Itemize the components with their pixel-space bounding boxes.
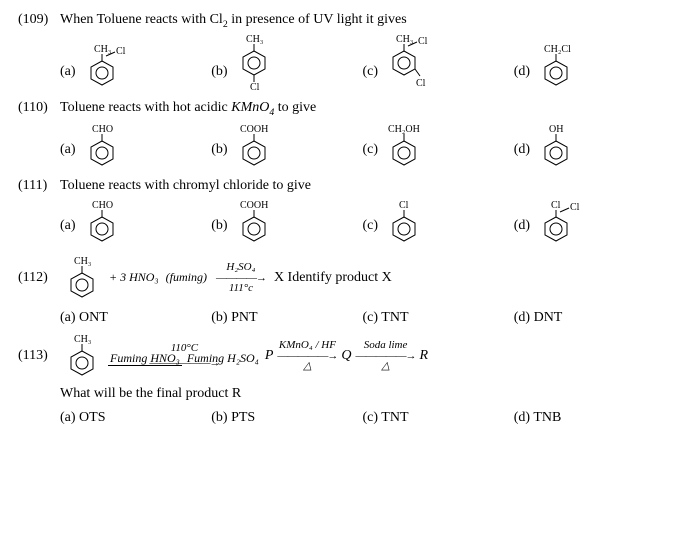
struct-109b: CH₃ Cl xyxy=(232,34,282,92)
product-Q: Q xyxy=(341,348,351,364)
svg-text:Cl: Cl xyxy=(116,46,126,57)
qnum-109: (109) xyxy=(18,12,60,28)
qtext-111: Toluene reacts with chromyl chloride to … xyxy=(60,178,665,194)
svg-text:Cl: Cl xyxy=(418,36,428,47)
reagent-112: + 3 HNO₃ (fuming) xyxy=(107,271,209,284)
struct-110d: OH xyxy=(534,122,584,170)
opt-109c: (c) CH₃ Cl Cl xyxy=(363,34,514,92)
qtext-110: Toluene reacts with hot acidic KMnO4 to … xyxy=(60,100,665,118)
opt-110b: (b) COOH xyxy=(211,122,362,170)
arrow-113-2: KMnO₄ / HF —————→ △ xyxy=(277,339,337,371)
tail-112: X Identify product X xyxy=(274,270,392,286)
opt-113c: (c) TNT xyxy=(363,410,514,426)
svg-text:CH₃: CH₃ xyxy=(396,34,413,45)
opt-111b: (b) COOH xyxy=(211,198,362,246)
opt-109a: (a) CH₃ Cl xyxy=(60,34,211,92)
product-R: R xyxy=(420,348,429,364)
subq-113: What will be the final product R xyxy=(60,386,665,402)
struct-109c: CH₃ Cl Cl xyxy=(382,34,440,92)
struct-110a: CHO xyxy=(80,122,130,170)
opt-112b: (b) PNT xyxy=(211,310,362,326)
question-113: (113) CH₃ 110°C Fuming HNO₃ Fuming H₂SO₄… xyxy=(18,332,665,426)
arrow-113-3: Soda lime —————→ △ xyxy=(356,339,416,371)
struct-110c: CH₂OH xyxy=(382,122,432,170)
struct-112: CH₃ xyxy=(60,254,104,302)
svg-text:Cl: Cl xyxy=(399,200,409,211)
qtext-113: CH₃ 110°C Fuming HNO₃ Fuming H₂SO₄ —————… xyxy=(60,332,665,380)
struct-111a: CHO xyxy=(80,198,130,246)
svg-text:CH₃: CH₃ xyxy=(74,256,91,267)
opt-111c: (c) Cl xyxy=(363,198,514,246)
qnum-111: (111) xyxy=(18,178,60,194)
svg-text:CHO: CHO xyxy=(92,200,113,211)
opt-113d: (d) TNB xyxy=(514,410,665,426)
options-112: (a) ONT (b) PNT (c) TNT (d) DNT xyxy=(60,310,665,326)
opt-113a: (a) OTS xyxy=(60,410,211,426)
options-109: (a) CH₃ Cl (b) CH₃ Cl (c) xyxy=(60,34,665,92)
options-113: (a) OTS (b) PTS (c) TNT (d) TNB xyxy=(60,410,665,426)
qtext-112: CH₃ + 3 HNO₃ (fuming) H₂SO₄ ————→ 111°c … xyxy=(60,254,665,302)
opt-110a: (a) CHO xyxy=(60,122,211,170)
opt-109b: (b) CH₃ Cl xyxy=(211,34,362,92)
svg-text:CH₃: CH₃ xyxy=(94,44,111,55)
svg-text:Cl: Cl xyxy=(570,202,580,213)
svg-text:Cl: Cl xyxy=(416,78,426,89)
svg-text:OH: OH xyxy=(549,124,563,135)
question-111: (111) Toluene reacts with chromyl chlori… xyxy=(18,178,665,246)
svg-text:CH₂OH: CH₂OH xyxy=(388,124,420,135)
struct-111b: COOH xyxy=(232,198,282,246)
qnum-112: (112) xyxy=(18,270,60,286)
opt-112a: (a) ONT xyxy=(60,310,211,326)
opt-113b: (b) PTS xyxy=(211,410,362,426)
svg-text:COOH: COOH xyxy=(240,200,268,211)
svg-text:CH₃: CH₃ xyxy=(246,34,263,45)
arrow-112: H₂SO₄ ————→ 111°c xyxy=(216,261,266,293)
opt-110c: (c) CH₂OH xyxy=(363,122,514,170)
svg-text:CH₃: CH₃ xyxy=(74,334,91,345)
svg-text:Cl: Cl xyxy=(250,82,260,92)
options-111: (a) CHO (b) COOH (c) Cl xyxy=(60,198,665,246)
question-112: (112) CH₃ + 3 HNO₃ (fuming) H₂SO₄ ————→ … xyxy=(18,254,665,326)
struct-113: CH₃ xyxy=(60,332,104,380)
opt-112d: (d) DNT xyxy=(514,310,665,326)
opt-111d: (d) Cl Cl xyxy=(514,198,665,246)
product-P: P xyxy=(265,348,274,364)
struct-111c: Cl xyxy=(382,198,432,246)
opt-110d: (d) OH xyxy=(514,122,665,170)
qtext-109: When Toluene reacts with Cl2 in presence… xyxy=(60,12,665,30)
struct-110b: COOH xyxy=(232,122,282,170)
svg-text:CH₂Cl: CH₂Cl xyxy=(544,44,571,55)
question-109: (109) When Toluene reacts with Cl2 in pr… xyxy=(18,12,665,92)
svg-text:CHO: CHO xyxy=(92,124,113,135)
opt-112c: (c) TNT xyxy=(363,310,514,326)
struct-111d: Cl Cl xyxy=(534,198,592,246)
struct-109a: CH₃ Cl xyxy=(80,42,138,92)
options-110: (a) CHO (b) COOH (c) CH₂OH xyxy=(60,122,665,170)
svg-text:COOH: COOH xyxy=(240,124,268,135)
opt-111a: (a) CHO xyxy=(60,198,211,246)
question-110: (110) Toluene reacts with hot acidic KMn… xyxy=(18,100,665,170)
qnum-113: (113) xyxy=(18,348,60,364)
opt-109d: (d) CH₂Cl xyxy=(514,34,665,92)
svg-text:Cl: Cl xyxy=(551,200,561,211)
struct-109d: CH₂Cl xyxy=(534,42,588,92)
qnum-110: (110) xyxy=(18,100,60,116)
arrow-113-1: 110°C Fuming HNO₃ Fuming H₂SO₄ ——————→ xyxy=(108,342,261,369)
